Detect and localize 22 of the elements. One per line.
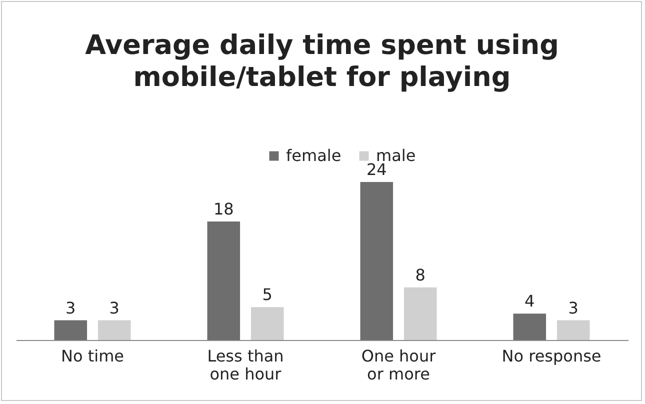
bar <box>404 287 437 340</box>
data-label: 24 <box>366 160 387 179</box>
data-label: 3 <box>568 298 578 318</box>
chart-title: Average daily time spent using mobile/tablet for playing <box>85 30 559 93</box>
bar <box>207 222 240 340</box>
x-tick-label: Less than one hour <box>207 346 284 384</box>
x-tick-label: No time <box>61 346 124 366</box>
data-label: 5 <box>262 285 272 304</box>
bar <box>98 320 131 340</box>
x-tick-label: No response <box>502 346 602 366</box>
bar <box>54 320 88 340</box>
data-label: 8 <box>415 265 426 284</box>
x-tick-label: One hour or more <box>361 346 436 384</box>
data-label: 3 <box>109 298 120 318</box>
data-label: 3 <box>66 298 76 318</box>
bar <box>513 314 546 340</box>
bar <box>250 307 284 340</box>
data-label: 18 <box>213 200 234 218</box>
data-label: 4 <box>524 292 535 311</box>
bar <box>556 320 590 340</box>
bar <box>360 182 394 340</box>
legend-label: female <box>286 146 342 165</box>
